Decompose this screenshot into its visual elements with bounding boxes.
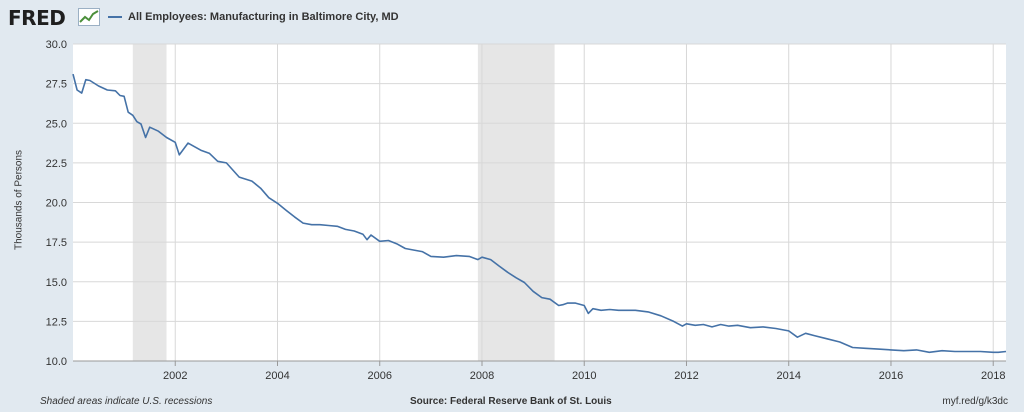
y-tick-label: 27.5	[46, 79, 67, 91]
y-tick-label: 20.0	[46, 198, 67, 210]
series-line	[72, 73, 1007, 354]
x-tick-label: 2002	[163, 370, 187, 382]
x-tick-label: 2010	[572, 370, 596, 382]
x-tick-label: 2006	[367, 370, 391, 382]
legend: All Employees: Manufacturing in Baltimor…	[108, 11, 399, 23]
chart-footer: Shaded areas indicate U.S. recessions So…	[0, 393, 1024, 411]
recession-note: Shaded areas indicate U.S. recessions	[40, 396, 213, 407]
line-chart: 10.0 12.5 15.0 17.5 20.0 22.5 25.0 27.5 30.0 2002…	[46, 39, 1007, 382]
x-tick-label: 2008	[470, 370, 494, 382]
short-link[interactable]: myf.red/g/k3dc	[942, 396, 1008, 407]
x-tick-label: 2012	[674, 370, 698, 382]
chart-header: FRED All Employees: Manufacturing in Bal…	[0, 0, 1024, 36]
y-tick-label: 25.0	[46, 118, 67, 130]
y-axis-label: Thousands of Persons	[13, 149, 25, 251]
x-tick-label: 2004	[265, 370, 289, 382]
x-tick-label: 2016	[879, 370, 903, 382]
fred-logo[interactable]: FRED	[8, 6, 66, 30]
x-tick-label: 2014	[776, 370, 800, 382]
y-tick-label: 10.0	[46, 356, 67, 368]
y-tick-label: 15.0	[46, 277, 67, 289]
legend-label: All Employees: Manufacturing in Baltimor…	[128, 11, 399, 23]
y-tick-label: 22.5	[46, 158, 67, 170]
y-tick-label: 17.5	[46, 237, 67, 249]
chart-trend-icon	[78, 8, 100, 26]
y-tick-label: 12.5	[46, 316, 67, 328]
legend-swatch	[108, 16, 122, 18]
source-text: Source: Federal Reserve Bank of St. Loui…	[410, 396, 612, 407]
y-tick-label: 30.0	[46, 39, 67, 51]
x-tick-label: 2018	[981, 370, 1005, 382]
plot-area: 10.0 12.5 15.0 17.5 20.0 22.5 25.0 27.5 30.0 2002…	[0, 36, 1024, 388]
